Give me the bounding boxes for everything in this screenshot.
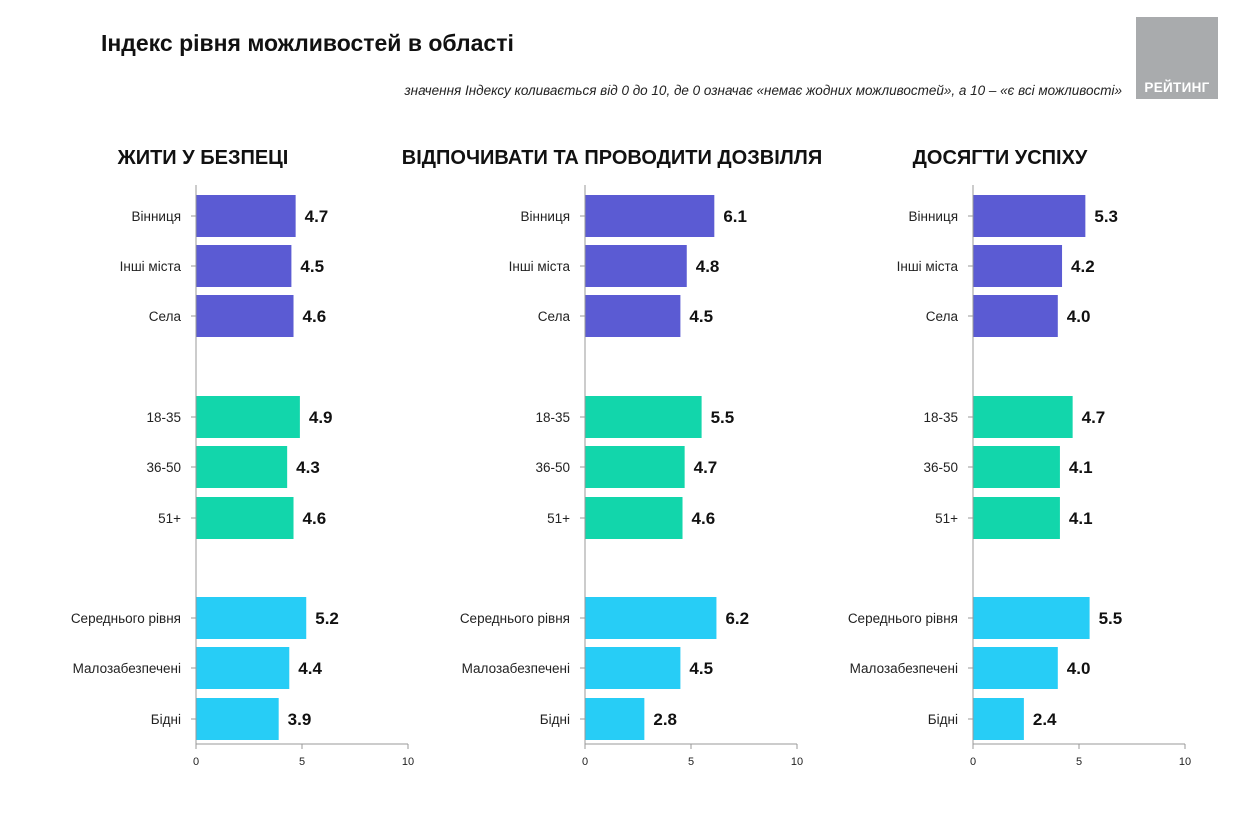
data-label: 5.5 (711, 408, 735, 427)
category-label: Бідні (540, 712, 570, 727)
x-tick-label: 0 (193, 756, 199, 768)
category-label: Середнього рівня (848, 611, 958, 626)
data-label: 6.2 (725, 609, 749, 628)
bar (585, 497, 683, 539)
category-label: 18-35 (146, 410, 181, 425)
category-label: 18-35 (535, 410, 570, 425)
data-label: 4.6 (692, 509, 716, 528)
category-label: Інші міста (120, 259, 182, 274)
x-tick-label: 5 (299, 756, 305, 768)
data-label: 4.0 (1067, 659, 1091, 678)
category-label: Вінниця (909, 209, 959, 224)
x-tick-label: 10 (402, 756, 414, 768)
x-tick-label: 10 (791, 756, 803, 768)
category-label: Інші міста (897, 259, 959, 274)
category-label: Інші міста (509, 259, 571, 274)
chart-title: ДОСЯГТИ УСПІХУ (913, 147, 1088, 169)
data-label: 4.9 (309, 408, 333, 427)
data-label: 2.8 (653, 710, 677, 729)
category-label: Малозабезпечені (850, 661, 958, 676)
bar (585, 647, 681, 689)
data-label: 4.5 (689, 307, 713, 326)
category-label: 51+ (158, 511, 181, 526)
bar (196, 446, 288, 488)
data-label: 4.6 (303, 307, 327, 326)
data-label: 4.7 (694, 458, 718, 477)
bar (585, 295, 681, 337)
category-label: Середнього рівня (71, 611, 181, 626)
bar (973, 698, 1024, 740)
data-label: 4.5 (689, 659, 713, 678)
rating-logo: РЕЙТИНГ (1136, 17, 1218, 99)
bar (973, 195, 1086, 237)
bar (973, 295, 1058, 337)
x-tick-label: 10 (1179, 756, 1191, 768)
bar (196, 396, 300, 438)
bar (196, 245, 292, 287)
data-label: 4.3 (296, 458, 320, 477)
category-label: 51+ (547, 511, 570, 526)
data-label: 4.2 (1071, 257, 1095, 276)
x-tick-label: 5 (688, 756, 694, 768)
category-label: Бідні (151, 712, 181, 727)
category-label: Вінниця (521, 209, 571, 224)
data-label: 4.6 (303, 509, 327, 528)
data-label: 4.0 (1067, 307, 1091, 326)
bar (973, 497, 1060, 539)
bar (585, 597, 717, 639)
bar (196, 698, 279, 740)
page-subtitle: значення Індексу коливається від 0 до 10… (404, 83, 1122, 98)
bar (196, 597, 307, 639)
data-label: 4.1 (1069, 509, 1093, 528)
bar (973, 446, 1060, 488)
category-label: 18-35 (923, 410, 958, 425)
category-label: 36-50 (146, 460, 181, 475)
category-label: 36-50 (923, 460, 958, 475)
data-label: 6.1 (723, 207, 747, 226)
x-tick-label: 5 (1076, 756, 1082, 768)
data-label: 4.4 (298, 659, 322, 678)
bar (196, 195, 296, 237)
x-tick-label: 0 (582, 756, 588, 768)
x-tick-label: 0 (970, 756, 976, 768)
category-label: Села (926, 309, 959, 324)
chart-title: ВІДПОЧИВАТИ ТА ПРОВОДИТИ ДОЗВІЛЛЯ (402, 147, 822, 169)
bar (585, 195, 715, 237)
bar (585, 396, 702, 438)
category-label: Середнього рівня (460, 611, 570, 626)
page-title: Індекс рівня можливостей в області (101, 30, 514, 56)
category-label: 36-50 (535, 460, 570, 475)
data-label: 2.4 (1033, 710, 1057, 729)
bar (585, 446, 685, 488)
data-label: 5.5 (1099, 609, 1123, 628)
bar (973, 245, 1063, 287)
category-label: Села (538, 309, 571, 324)
category-label: Вінниця (132, 209, 182, 224)
bar (585, 698, 645, 740)
bar (196, 497, 294, 539)
data-label: 4.5 (300, 257, 324, 276)
bar (585, 245, 687, 287)
data-label: 5.3 (1094, 207, 1118, 226)
bar (196, 295, 294, 337)
data-label: 3.9 (288, 710, 312, 729)
bar (973, 396, 1073, 438)
data-label: 4.7 (305, 207, 329, 226)
chart-title: ЖИТИ У БЕЗПЕЦІ (117, 147, 289, 169)
bar (196, 647, 290, 689)
data-label: 4.8 (696, 257, 720, 276)
category-label: 51+ (935, 511, 958, 526)
category-label: Малозабезпечені (462, 661, 570, 676)
data-label: 4.7 (1082, 408, 1106, 427)
category-label: Бідні (928, 712, 958, 727)
category-label: Малозабезпечені (73, 661, 181, 676)
category-label: Села (149, 309, 182, 324)
bar (973, 647, 1058, 689)
logo-text: РЕЙТИНГ (1144, 80, 1210, 95)
data-label: 4.1 (1069, 458, 1093, 477)
data-label: 5.2 (315, 609, 339, 628)
bar (973, 597, 1090, 639)
